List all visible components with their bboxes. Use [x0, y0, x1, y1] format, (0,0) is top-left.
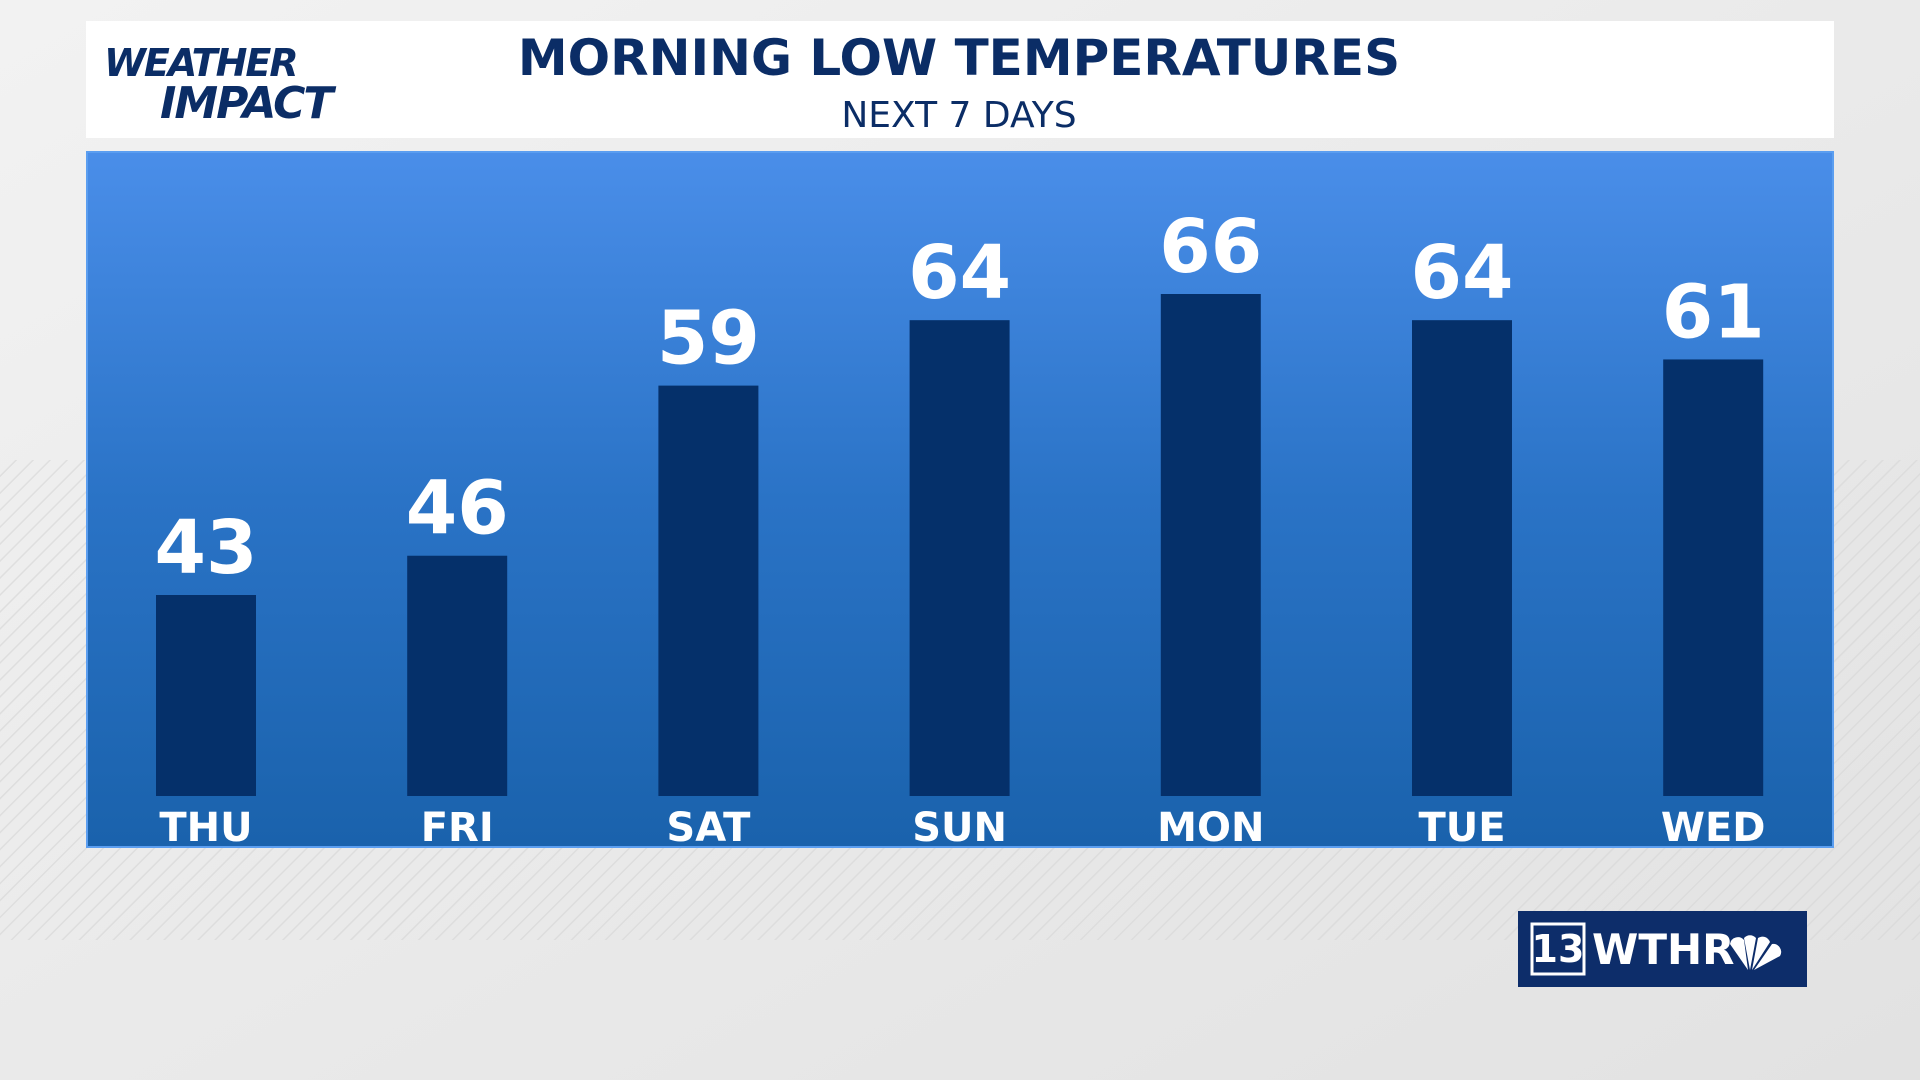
- bar: [909, 320, 1010, 796]
- value-label: 64: [1411, 230, 1514, 316]
- value-label: 43: [155, 505, 258, 591]
- bar: [658, 385, 759, 796]
- x-tick-label: SAT: [666, 805, 751, 851]
- bar: [1663, 359, 1764, 796]
- value-label: 64: [908, 230, 1011, 316]
- station-name: WTHR: [1592, 925, 1734, 974]
- bar: [1160, 294, 1261, 796]
- bar: [1412, 320, 1512, 796]
- x-tick-label: FRI: [421, 805, 494, 851]
- x-tick-label: THU: [159, 805, 252, 851]
- bar: [407, 555, 508, 796]
- chart-title: MORNING LOW TEMPERATURES: [518, 29, 1400, 87]
- logo-line2: IMPACT: [160, 78, 336, 129]
- bar: [156, 595, 256, 796]
- plot: 43 THU 46 FRI 59 SAT 64 SUN 66 MON 64 TUE 61 WED: [155, 204, 1766, 851]
- x-tick-label: SUN: [912, 805, 1007, 851]
- value-label: 61: [1662, 269, 1765, 355]
- logo-line1: WEATHER: [104, 41, 297, 85]
- chart-subtitle: NEXT 7 DAYS: [841, 95, 1076, 136]
- channel-number: 13: [1532, 927, 1585, 971]
- peacock-icon: [1730, 935, 1782, 970]
- x-tick-label: MON: [1157, 805, 1264, 851]
- value-label: 59: [657, 296, 760, 382]
- value-label: 46: [406, 466, 509, 552]
- channel-box: [1530, 922, 1586, 976]
- x-tick-label: WED: [1661, 805, 1766, 851]
- x-tick-label: TUE: [1418, 805, 1505, 851]
- header-box: [86, 21, 1834, 138]
- value-label: 66: [1159, 204, 1262, 290]
